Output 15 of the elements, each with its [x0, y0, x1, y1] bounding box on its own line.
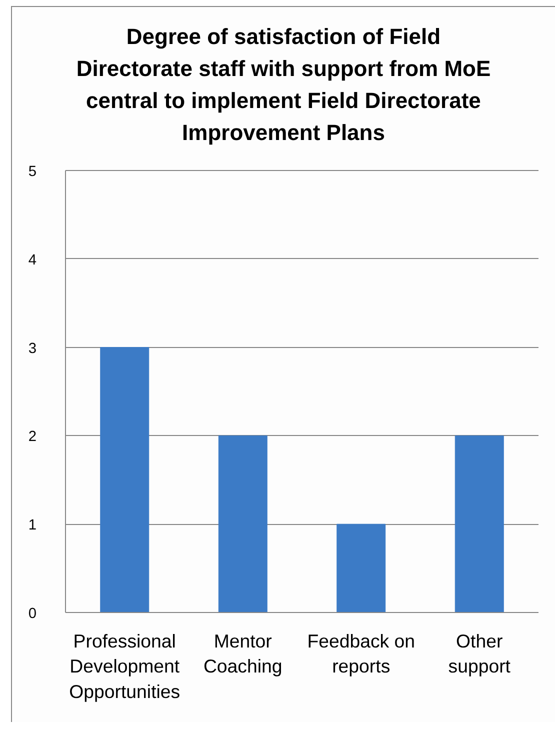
chart-title: Degree of satisfaction of Field Directorate staff with support from MoE central to implement Field Directorate Improvement Plans	[76, 23, 491, 147]
x-tick-label: Feedback on reports	[307, 630, 416, 677]
bar	[100, 347, 150, 612]
y-tick-label: 5	[28, 164, 37, 180]
x-tick-label: Mentor Coaching	[203, 630, 282, 677]
y-tick-label: 2	[28, 429, 37, 446]
bar	[454, 435, 504, 612]
y-tick-label: 0	[28, 606, 37, 622]
y-tick-label: 1	[28, 518, 37, 534]
y-tick-label: 3	[28, 340, 37, 357]
bar	[218, 435, 268, 612]
x-tick-label: Other support	[448, 630, 512, 677]
y-tick-label: 4	[28, 252, 37, 268]
x-tick-label: Professional Development Opportunities	[69, 630, 180, 702]
bar	[336, 524, 386, 612]
